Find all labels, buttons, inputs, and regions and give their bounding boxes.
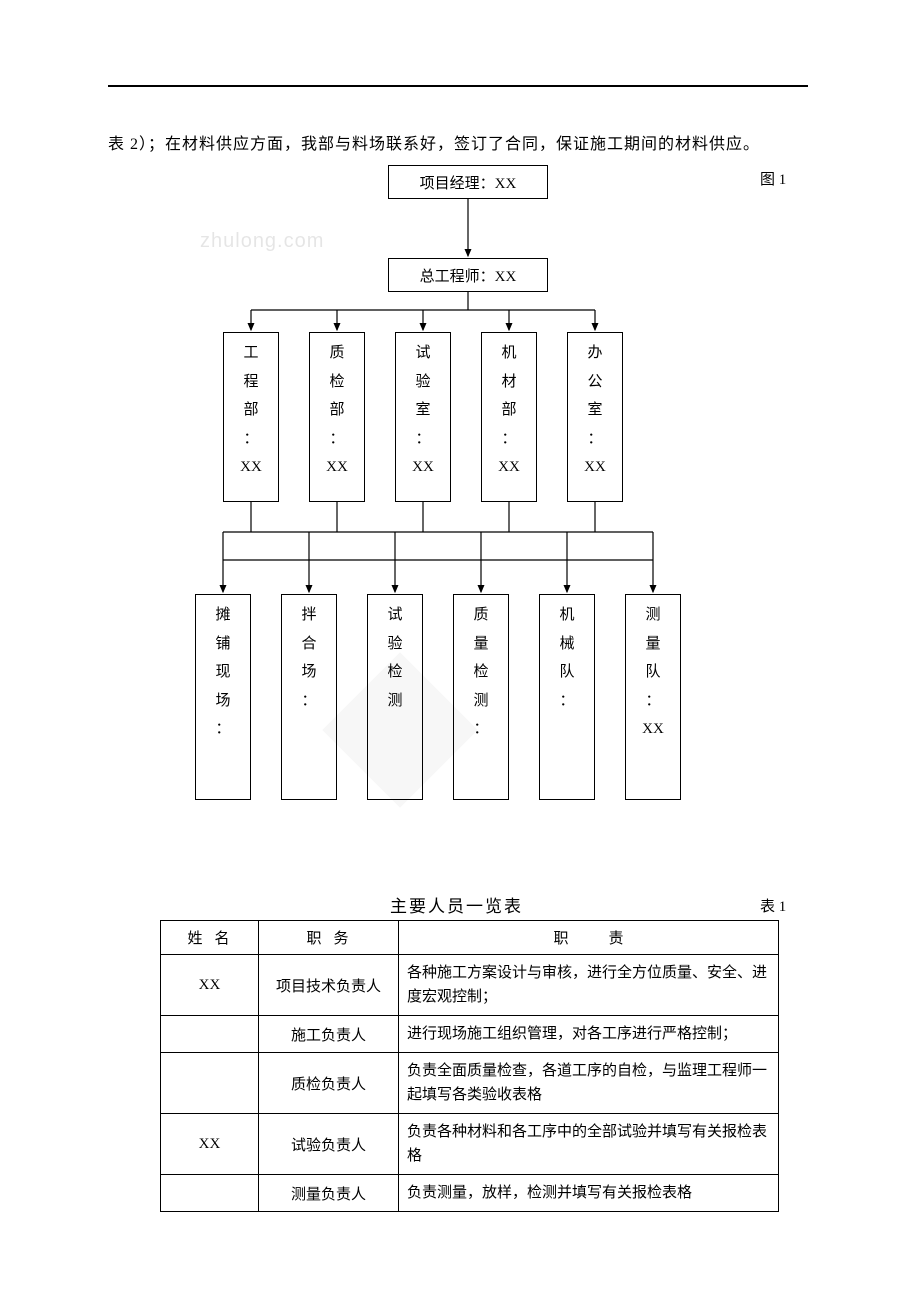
header-rule xyxy=(108,85,808,87)
org-node-dept: 机 材 部 ： XX xyxy=(481,332,537,502)
cell-duty: 进行现场施工组织管理，对各工序进行严格控制； xyxy=(399,1016,779,1053)
table-row: 测量负责人负责测量，放样，检测并填写有关报检表格 xyxy=(161,1175,779,1212)
table-row: 质检负责人负责全面质量检查，各道工序的自检，与监理工程师一起填写各类验收表格 xyxy=(161,1053,779,1114)
org-node-dept: 办 公 室 ： XX xyxy=(567,332,623,502)
figure-1-label: 图 1 xyxy=(760,168,786,189)
cell-role: 项目技术负责人 xyxy=(259,955,399,1016)
org-node-team: 测 量 队 ： XX xyxy=(625,594,681,800)
col-duty: 职责 xyxy=(399,921,779,955)
org-node-dept: 质 检 部 ： XX xyxy=(309,332,365,502)
page: 表 2）；在材料供应方面，我部与料场联系好，签订了合同，保证施工期间的材料供应。… xyxy=(0,0,920,1302)
org-node-team: 摊 铺 现 场 ： xyxy=(195,594,251,800)
cell-name xyxy=(161,1016,259,1053)
cell-name xyxy=(161,1175,259,1212)
cell-duty: 负责全面质量检查，各道工序的自检，与监理工程师一起填写各类验收表格 xyxy=(399,1053,779,1114)
org-node-chief-engineer: 总工程师：XX xyxy=(388,258,548,292)
org-node-dept: 工 程 部 ： XX xyxy=(223,332,279,502)
cell-name: XX xyxy=(161,955,259,1016)
cell-duty: 负责测量，放样，检测并填写有关报检表格 xyxy=(399,1175,779,1212)
personnel-table: 姓名 职务 职责 XX项目技术负责人各种施工方案设计与审核，进行全方位质量、安全… xyxy=(160,920,779,1212)
col-name: 姓名 xyxy=(161,921,259,955)
table-row: XX试验负责人负责各种材料和各工序中的全部试验并填写有关报检表格 xyxy=(161,1114,779,1175)
cell-role: 测量负责人 xyxy=(259,1175,399,1212)
table-title: 主要人员一览表 xyxy=(390,892,523,917)
intro-paragraph: 表 2）；在材料供应方面，我部与料场联系好，签订了合同，保证施工期间的材料供应。 xyxy=(108,130,828,154)
table-header-row: 姓名 职务 职责 xyxy=(161,921,779,955)
org-node-team: 试 验 检 测 xyxy=(367,594,423,800)
org-node-team: 拌 合 场 ： xyxy=(281,594,337,800)
cell-role: 质检负责人 xyxy=(259,1053,399,1114)
col-role: 职务 xyxy=(259,921,399,955)
cell-name xyxy=(161,1053,259,1114)
cell-role: 试验负责人 xyxy=(259,1114,399,1175)
org-node-team: 机 械 队 ： xyxy=(539,594,595,800)
table-row: 施工负责人进行现场施工组织管理，对各工序进行严格控制； xyxy=(161,1016,779,1053)
watermark-text: zhulong.com xyxy=(200,230,324,253)
cell-name: XX xyxy=(161,1114,259,1175)
table-1-caption: 表 1 xyxy=(760,895,786,916)
org-node-project-manager: 项目经理：XX xyxy=(388,165,548,199)
cell-role: 施工负责人 xyxy=(259,1016,399,1053)
org-node-team: 质 量 检 测 ： xyxy=(453,594,509,800)
table-row: XX项目技术负责人各种施工方案设计与审核，进行全方位质量、安全、进度宏观控制； xyxy=(161,955,779,1016)
cell-duty: 各种施工方案设计与审核，进行全方位质量、安全、进度宏观控制； xyxy=(399,955,779,1016)
org-node-dept: 试 验 室 ： XX xyxy=(395,332,451,502)
cell-duty: 负责各种材料和各工序中的全部试验并填写有关报检表格 xyxy=(399,1114,779,1175)
